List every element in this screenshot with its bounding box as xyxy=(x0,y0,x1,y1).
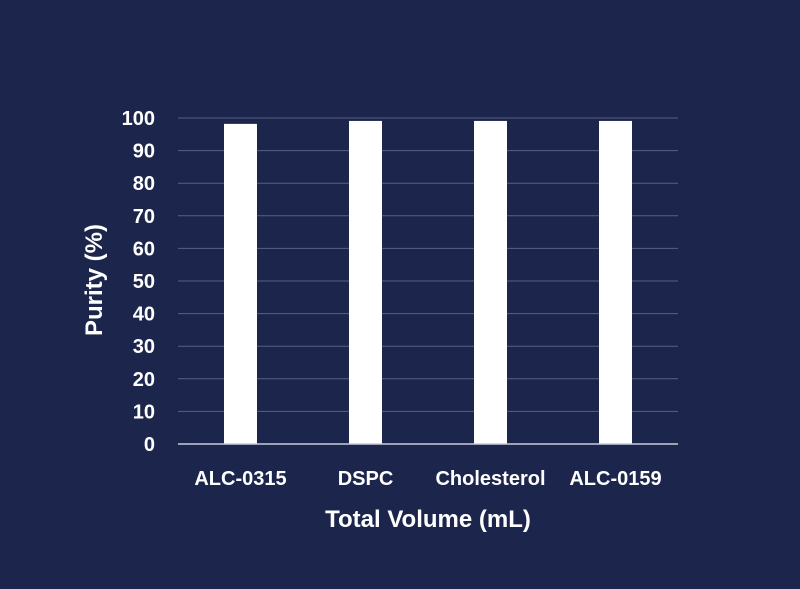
y-tick-label: 0 xyxy=(144,434,155,456)
y-tick-label: 90 xyxy=(133,141,155,163)
y-tick-label: 40 xyxy=(133,304,155,326)
y-tick-label: 20 xyxy=(133,369,155,391)
bar-dspc xyxy=(349,120,382,445)
y-tick-label: 70 xyxy=(133,206,155,228)
x-category-label: ALC-0315 xyxy=(194,468,286,490)
y-tick-label: 50 xyxy=(133,271,155,293)
bars xyxy=(224,120,632,445)
y-tick-label: 80 xyxy=(133,173,155,195)
gridlines xyxy=(178,117,678,412)
y-tick-label: 100 xyxy=(122,108,155,130)
bar-alc-0159 xyxy=(599,120,632,445)
y-tick-label: 60 xyxy=(133,238,155,260)
x-category-label: ALC-0159 xyxy=(569,468,661,490)
x-axis-title: Total Volume (mL) xyxy=(325,506,531,533)
x-category-label: Cholesterol xyxy=(435,468,545,490)
y-tick-label: 30 xyxy=(133,336,155,358)
y-tick-label: 10 xyxy=(133,401,155,423)
bar-alc-0315 xyxy=(224,123,257,445)
y-axis-ticks: 0 10 20 30 40 50 60 70 80 90 100 xyxy=(122,108,155,456)
x-category-label: DSPC xyxy=(338,468,394,490)
x-axis-categories: ALC-0315 DSPC Cholesterol ALC-0159 xyxy=(194,468,661,490)
bar-cholesterol xyxy=(474,120,507,445)
y-axis-title: Purity (%) xyxy=(81,224,108,336)
